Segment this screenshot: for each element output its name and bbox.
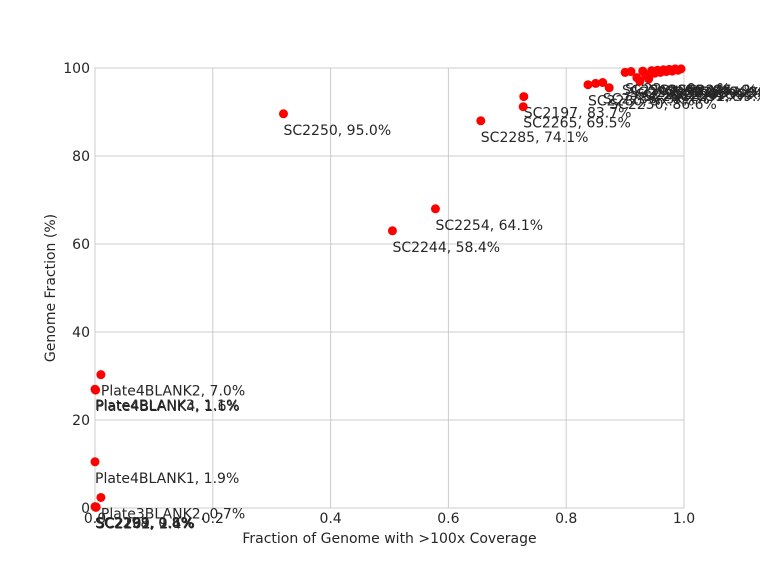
y-tick-label: 60: [72, 237, 90, 253]
point-label: Plate4BLANK2, 7.0%: [101, 384, 245, 400]
y-axis-label: Genome Fraction (%): [43, 214, 59, 362]
point-label: SC2280, 9x.x%: [588, 94, 694, 110]
cluster-label: SC2231, 98.x%: [636, 87, 743, 103]
data-point: [519, 92, 529, 102]
data-point: [91, 385, 101, 395]
cluster-label: SC2292, 99.x%: [671, 89, 760, 105]
point-label: SC2197, 83.7%: [524, 106, 632, 122]
data-point: [604, 83, 614, 93]
data-point: [626, 67, 636, 77]
y-tick-label: 20: [72, 413, 90, 429]
cluster-labels: SC2269, 96.x%SC2275, 97.x%SC2231, 98.x%S…: [622, 83, 760, 105]
point-label: Plate3BLANK2, 0.7%: [101, 506, 245, 522]
point-label: Plate4BLANK1, 1.9%: [95, 471, 239, 487]
point-label: SC2298, 0.8%: [95, 516, 194, 532]
point-label: SC2236, 9x.x%: [603, 92, 709, 108]
point-label: SC2285, 74.1%: [481, 130, 589, 146]
data-point: [91, 502, 101, 512]
point-label: Plate4BLANK4, 1.6%: [96, 399, 240, 415]
x-tick-label: 0.0: [84, 511, 106, 527]
data-point: [635, 76, 645, 86]
data-point: [598, 78, 608, 88]
point-label: Plate4BLANK3, 1.1%: [95, 398, 239, 414]
y-tick-label: 0: [81, 501, 90, 517]
data-point: [96, 370, 106, 380]
point-label: SC22xx, 9x.x%: [625, 81, 730, 97]
data-point: [96, 492, 106, 502]
data-point: [476, 116, 486, 126]
x-axis-label: Fraction of Genome with >100x Coverage: [242, 531, 536, 547]
cluster-label: SC2277, 9x.x%: [685, 85, 760, 101]
x-tick-label: 0.6: [437, 511, 459, 527]
cluster-label: SC2290, 99.x%: [664, 87, 760, 103]
plot-frame: [94, 67, 685, 509]
data-point: [591, 78, 601, 88]
point-label: SC2230, 86.6%: [609, 97, 717, 113]
data-point: [644, 74, 654, 84]
y-axis-ticks: 0 20 40 60 80 100: [63, 61, 90, 517]
x-tick-label: 0.2: [202, 511, 224, 527]
point-label: SC2199, 9.6%: [96, 516, 195, 532]
data-point: [430, 204, 440, 214]
y-tick-label: 40: [72, 325, 90, 341]
point-label: SC2262, 2.4%: [96, 516, 195, 532]
cluster-label: SC2269, 96.x%: [622, 83, 729, 99]
cluster-label: SC2287, 99.x%: [657, 85, 760, 101]
point-label: SC2201, 1.1%: [96, 516, 195, 532]
data-point: [387, 226, 397, 236]
data-point: [90, 457, 100, 467]
x-tick-label: 1.0: [673, 511, 695, 527]
point-label: SC2244, 58.4%: [392, 240, 500, 256]
x-axis-ticks: 0.0 0.2 0.4 0.6 0.8 1.0: [84, 511, 695, 527]
cluster-label: SC2241, 99.x%: [643, 89, 750, 105]
x-tick-label: 0.8: [555, 511, 577, 527]
data-point: [676, 64, 686, 74]
data-point: [583, 80, 593, 90]
cluster-label: SC2263, 98.x%: [650, 83, 757, 99]
cluster-label: SC2275, 97.x%: [629, 85, 736, 101]
y-tick-label: 100: [63, 61, 90, 77]
data-point: [518, 102, 528, 112]
x-tick-label: 0.4: [319, 511, 341, 527]
point-label: SC2254, 64.1%: [435, 218, 543, 234]
cluster-label: SC2245, 9x.x%: [678, 83, 760, 99]
point-label: SC2265, 69.5%: [523, 116, 631, 132]
data-point: [278, 109, 288, 119]
y-tick-label: 80: [72, 149, 90, 165]
point-labels: SC2250, 95.0% SC2244, 58.4% SC2254, 64.1% S…: [95, 81, 730, 532]
data-points: [90, 64, 686, 512]
point-label: SC2250, 95.0%: [283, 123, 391, 139]
